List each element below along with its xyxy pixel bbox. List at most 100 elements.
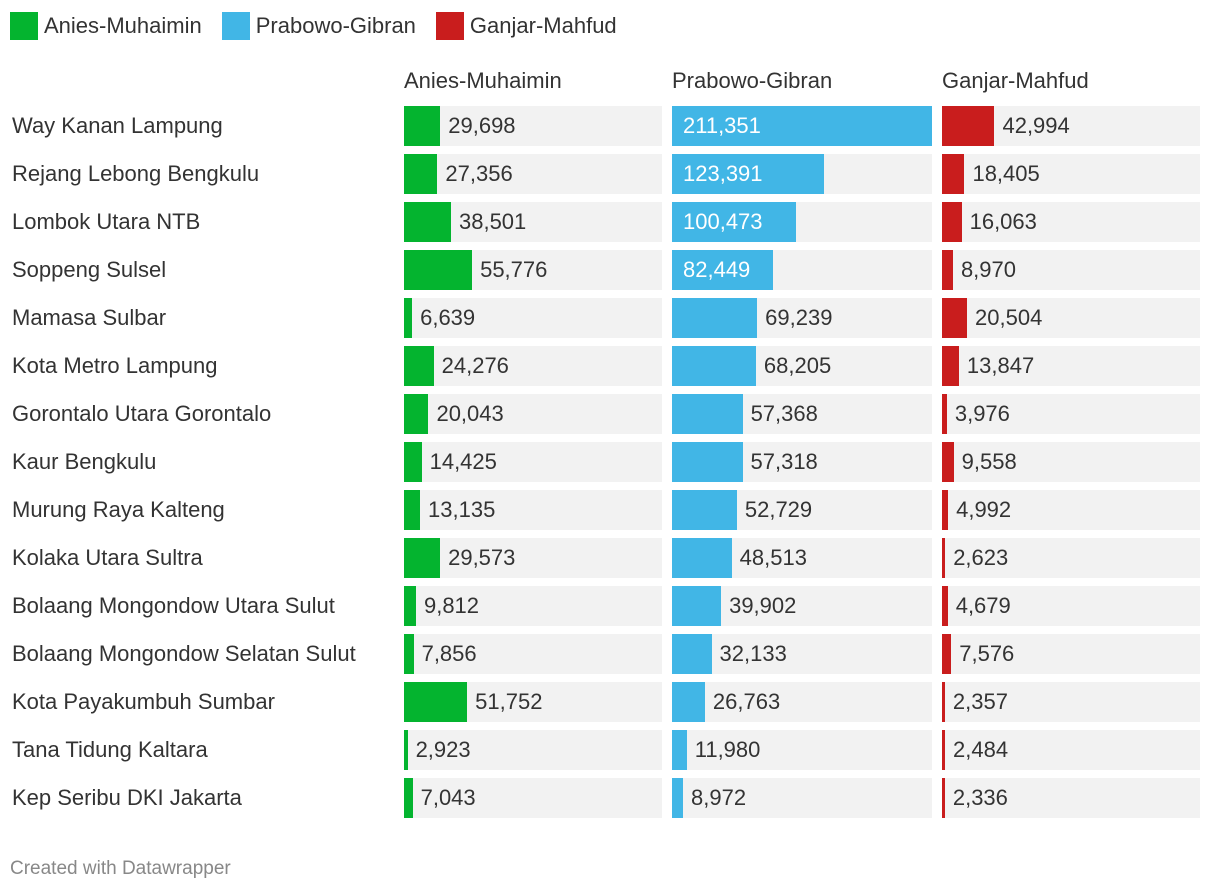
bar — [672, 154, 824, 194]
bar — [942, 442, 954, 482]
value-label: 52,729 — [744, 497, 813, 522]
row-label: Soppeng Sulsel — [12, 257, 167, 282]
value-label: 2,623 — [953, 545, 1009, 570]
footer-credit[interactable]: Created with Datawrapper — [10, 858, 231, 879]
bar — [404, 778, 413, 818]
value-label: 14,425 — [429, 449, 497, 474]
value-label: 13,847 — [966, 353, 1035, 378]
value-label: 57,318 — [750, 449, 818, 474]
bar — [404, 634, 414, 674]
bar — [672, 298, 758, 338]
bar — [672, 490, 737, 530]
bar-cell: 6,639 — [404, 298, 662, 338]
value-label: 8,972 — [691, 785, 747, 810]
bar — [942, 490, 949, 530]
legend-label: Anies-Muhaimin — [44, 13, 202, 38]
value-label: 16,063 — [969, 209, 1037, 234]
bar — [672, 538, 732, 578]
row-label: Kota Metro Lampung — [12, 353, 218, 378]
bar — [404, 442, 422, 482]
bar — [942, 250, 953, 290]
value-label: 32,133 — [719, 641, 787, 666]
row-label: Gorontalo Utara Gorontalo — [12, 401, 272, 426]
bar-cell: 3,976 — [942, 394, 1200, 434]
row-label: Murung Raya Kalteng — [12, 497, 225, 522]
bar — [404, 394, 429, 434]
bar-cell: 9,812 — [404, 586, 662, 626]
value-label: 211,351 — [683, 113, 761, 138]
value-label: 55,776 — [480, 257, 548, 282]
value-label: 9,558 — [961, 449, 1017, 474]
value-label: 39,902 — [729, 593, 797, 618]
bar-cell: 2,336 — [942, 778, 1200, 818]
value-label: 68,205 — [763, 353, 832, 378]
value-label: 7,856 — [421, 641, 477, 666]
bar — [672, 730, 687, 770]
legend: Anies-Muhaimin Prabowo-Gibran Ganjar-Mahfu… — [10, 11, 637, 41]
bar-cell: 16,063 — [942, 202, 1200, 242]
bar-cell: 57,318 — [672, 442, 932, 482]
bar — [672, 106, 932, 146]
bar-cell: 11,980 — [672, 730, 932, 770]
bar-cell: 69,239 — [672, 298, 932, 338]
bar — [942, 778, 945, 818]
bar — [942, 682, 945, 722]
legend-item-1: Prabowo-Gibran — [221, 12, 416, 40]
bar — [404, 298, 413, 338]
value-label: 20,504 — [975, 305, 1043, 330]
bar-cell: 32,133 — [672, 634, 932, 674]
bar — [404, 490, 421, 530]
value-label: 9,812 — [423, 593, 480, 618]
bar — [942, 730, 946, 770]
row-label: Way Kanan Lampung — [12, 113, 223, 138]
bar — [942, 346, 959, 386]
value-label: 82,449 — [683, 257, 751, 282]
value-label: 57,368 — [750, 401, 818, 426]
bar-cell: 48,513 — [672, 538, 932, 578]
bar — [672, 250, 774, 290]
bar-cell: 13,847 — [942, 346, 1200, 386]
value-label: 11,980 — [694, 737, 761, 762]
bar-cell: 7,856 — [404, 634, 662, 674]
value-label: 2,336 — [952, 785, 1008, 810]
bar — [942, 394, 947, 434]
value-label: 26,763 — [712, 689, 781, 714]
column-header-1: Prabowo-Gibran — [672, 68, 833, 93]
bar-cell: 29,698 — [404, 106, 662, 146]
bar — [672, 634, 712, 674]
row-label: Kolaka Utara Sultra — [12, 545, 203, 570]
legend-label: Ganjar-Mahfud — [469, 13, 617, 38]
bar-cell: 4,992 — [942, 490, 1200, 530]
row-label: Bolaang Mongondow Utara Sulut — [12, 593, 335, 618]
bar — [404, 346, 434, 386]
bar-cell: 52,729 — [672, 490, 932, 530]
value-label: 7,043 — [420, 785, 476, 810]
bar — [672, 778, 684, 818]
bar-cell: 13,135 — [404, 490, 662, 530]
bar-cell: 51,752 — [404, 682, 662, 722]
bar — [404, 538, 441, 578]
value-label: 4,992 — [956, 497, 1012, 522]
value-label: 3,976 — [954, 401, 1010, 426]
value-label: 20,043 — [436, 401, 504, 426]
bar — [942, 202, 962, 242]
bar-cell: 24,276 — [404, 346, 662, 386]
bar-cell: 20,043 — [404, 394, 662, 434]
bar — [672, 394, 743, 434]
bar — [404, 682, 468, 722]
bar — [404, 106, 441, 146]
bar-cell: 211,351 — [672, 106, 932, 146]
bar — [672, 682, 705, 722]
value-label: 24,276 — [441, 353, 509, 378]
value-label: 27,356 — [445, 161, 513, 186]
bar-cell: 27,356 — [404, 154, 662, 194]
bar — [942, 538, 946, 578]
legend-item-0: Anies-Muhaimin — [10, 12, 202, 40]
column-header-0: Anies-Muhaimin — [404, 68, 562, 93]
legend-label: Prabowo-Gibran — [255, 13, 416, 38]
row-label: Rejang Lebong Bengkulu — [12, 161, 260, 186]
bar — [404, 154, 438, 194]
bar-cell: 8,972 — [672, 778, 932, 818]
bar — [672, 346, 756, 386]
bar-cell: 39,902 — [672, 586, 932, 626]
